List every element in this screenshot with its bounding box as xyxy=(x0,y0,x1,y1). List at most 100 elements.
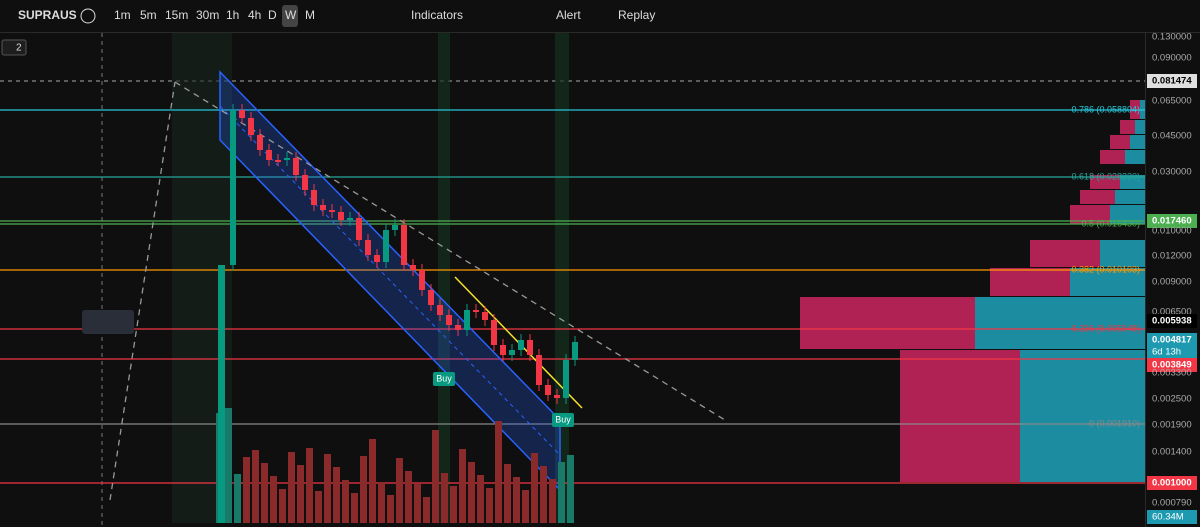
price-badge xyxy=(1147,74,1197,88)
volume-profile-bar xyxy=(1110,135,1130,149)
candle-body xyxy=(410,265,416,270)
volume-profile-bar xyxy=(800,297,975,349)
candle-body xyxy=(545,385,551,395)
collapse-button[interactable] xyxy=(1,39,27,56)
price-label: 0.017460 xyxy=(1152,216,1192,227)
interval[interactable]: D xyxy=(268,8,277,22)
candle-body xyxy=(518,340,524,350)
price-badge xyxy=(1147,358,1197,372)
price-label: 0.030000 xyxy=(1152,167,1192,178)
trend-line xyxy=(174,81,726,421)
fib-label: 0.236 (0.005948) xyxy=(1071,323,1140,333)
volume-bar xyxy=(459,449,466,523)
price-label: 0.001900 xyxy=(1152,420,1192,431)
price-badge xyxy=(1147,510,1197,524)
candle-body xyxy=(230,110,236,265)
volume-bar xyxy=(441,473,448,523)
candle-body xyxy=(437,305,443,315)
candle-body xyxy=(248,118,254,135)
candle-body xyxy=(491,320,497,345)
drawing-tool[interactable] xyxy=(82,310,134,334)
price-badge xyxy=(1147,214,1197,228)
indicators[interactable]: Indicators xyxy=(411,8,463,22)
volume-label: 60.34M xyxy=(1152,512,1184,523)
volume-profile-bar xyxy=(1090,175,1120,189)
volume-bar xyxy=(405,471,412,523)
volume-bar xyxy=(333,467,340,523)
price-label: 0.005938 xyxy=(1152,316,1192,327)
volume-bar xyxy=(531,453,538,523)
candle-body xyxy=(356,218,362,240)
candle-body xyxy=(446,315,452,325)
fib-label: 0 (0.001910) xyxy=(1089,418,1140,428)
alert[interactable]: Alert xyxy=(556,8,581,22)
volume-profile-bar xyxy=(1080,190,1115,204)
collapse-count: 2 xyxy=(16,43,22,54)
candle-body xyxy=(311,190,317,205)
price-label: 0.003300 xyxy=(1152,368,1192,379)
volume-bar xyxy=(522,490,529,523)
volume-bar xyxy=(414,484,421,523)
interval[interactable]: 5m xyxy=(140,8,157,22)
volume-profile-bar xyxy=(1125,150,1145,164)
volume-profile-bar xyxy=(1100,240,1145,267)
interval[interactable]: 30m xyxy=(196,8,219,22)
candle-body xyxy=(275,160,281,162)
price-badge xyxy=(1147,333,1197,347)
interval[interactable]: 1m xyxy=(114,8,131,22)
volume-bar xyxy=(378,482,385,523)
volume-profile-bar xyxy=(1070,205,1110,224)
candle-body xyxy=(347,218,353,220)
interval[interactable]: 15m xyxy=(165,8,188,22)
interval[interactable]: W xyxy=(285,8,297,22)
volume-bar xyxy=(306,448,313,523)
candle-body xyxy=(218,265,225,523)
volume-bar xyxy=(225,408,232,523)
candle-body xyxy=(455,325,461,330)
price-label: 0.000790 xyxy=(1152,498,1192,509)
volume-bar xyxy=(450,486,457,523)
countdown: 6d 13h xyxy=(1152,347,1181,358)
replay[interactable]: Replay xyxy=(618,8,655,22)
volume-bar xyxy=(486,488,493,523)
add-symbol[interactable] xyxy=(80,8,96,24)
trend-line xyxy=(109,81,176,501)
volume-bar xyxy=(504,464,511,523)
volume-bar xyxy=(261,463,268,523)
candle-body xyxy=(536,355,542,385)
volume-bar xyxy=(351,493,358,523)
interval[interactable]: 1h xyxy=(226,8,239,22)
volume-bar xyxy=(342,480,349,523)
price-label: 0.045000 xyxy=(1152,131,1192,142)
interval[interactable]: 4h xyxy=(248,8,261,22)
volume-bar xyxy=(513,477,520,523)
volume-bar xyxy=(324,454,331,523)
channel-mid xyxy=(219,105,561,456)
fib-label: 0.786 (0.058804) xyxy=(1071,104,1140,114)
fib-label: 0.382 (0.010103) xyxy=(1071,264,1140,274)
toolbar xyxy=(0,0,1200,32)
price-label: 0.003849 xyxy=(1152,360,1192,371)
candle-body xyxy=(383,230,389,262)
volume-bar xyxy=(279,489,286,523)
candle-body xyxy=(392,225,398,230)
signal-label: Buy xyxy=(555,414,571,424)
candle-body xyxy=(428,290,434,305)
candle-body xyxy=(320,205,326,210)
volume-bar xyxy=(468,462,475,523)
volume-bar xyxy=(252,450,259,523)
candle-body xyxy=(302,175,308,190)
interval[interactable]: M xyxy=(305,8,315,22)
volume-profile-bar xyxy=(1020,350,1145,482)
candle-body xyxy=(554,395,560,398)
volume-bar xyxy=(567,455,574,523)
candle-body xyxy=(419,270,425,290)
volume-bar xyxy=(234,474,241,523)
signal-badge xyxy=(552,413,574,427)
symbol[interactable]: SUPRAUS xyxy=(18,8,77,22)
volume-bar xyxy=(477,475,484,523)
volume-profile-bar xyxy=(1030,240,1100,267)
interval-active xyxy=(282,5,298,27)
